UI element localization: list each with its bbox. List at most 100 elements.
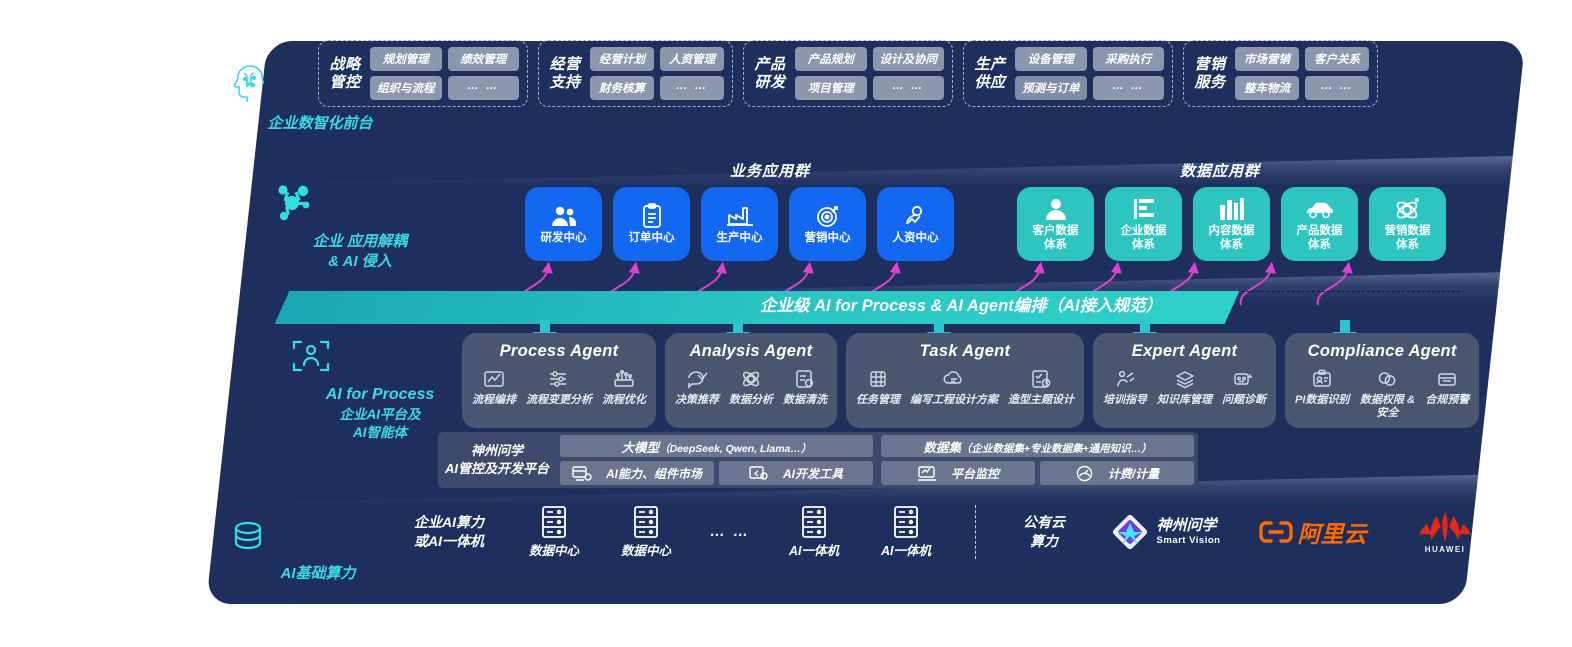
infra-node-allinone-2[interactable]: AI一体机: [860, 505, 952, 559]
platform-cell-monitor[interactable]: 平台监控: [881, 461, 1035, 485]
data-card-enterprise[interactable]: 企业数据 体系: [1105, 187, 1182, 261]
agent-feature[interactable]: 造型主题设计: [1008, 368, 1074, 407]
agent-feature[interactable]: PI数据识别: [1295, 368, 1349, 420]
infra-node-datacenter-1[interactable]: 数据中心: [508, 505, 600, 559]
person-chart-icon: [902, 203, 930, 229]
agent-feature[interactable]: 知识库管理: [1157, 368, 1212, 407]
domain-chip-more[interactable]: … …: [660, 76, 724, 100]
app-card-label: 人资中心: [892, 231, 939, 244]
agent-feature-label: 流程优化: [602, 394, 646, 406]
domain-chip[interactable]: 采购执行: [1092, 47, 1164, 71]
data-group-title: 数据应用群: [1180, 163, 1261, 180]
infra-logo-aliyun[interactable]: 阿里云: [1240, 515, 1385, 549]
agent-feature[interactable]: 编写工程设计方案: [910, 368, 998, 407]
domain-chip[interactable]: 设备管理: [1015, 47, 1087, 71]
rail-label: 企业数智化前台: [267, 115, 373, 132]
agent-card-compliance[interactable]: Compliance Agent PI数据识别 数据权限 & 安全 合规预警: [1285, 333, 1480, 429]
domain-group[interactable]: 营销 服务 市场营销 客户关系 整车物流 … …: [1183, 40, 1378, 107]
target-icon: [815, 203, 841, 229]
dataset-bar-note: （企业数据集+专业数据集+通用知识…）: [960, 442, 1152, 455]
domain-group[interactable]: 战略 管控 规划管理 绩效管理 组织与流程 … …: [318, 40, 528, 107]
app-card-order[interactable]: 订单中心: [613, 187, 690, 261]
rail-label-line2: & AI 侵入: [328, 253, 392, 271]
infra-label-line1: 企业AI算力: [414, 513, 484, 530]
agent-feature-label: 任务管理: [856, 394, 900, 406]
domain-chip-more[interactable]: … …: [1305, 76, 1369, 100]
monitor-icon: [917, 465, 937, 482]
domain-chip[interactable]: 项目管理: [795, 76, 867, 100]
agent-feature-label: 流程编排: [472, 394, 516, 406]
data-app-cards: 客户数据 体系 企业数据 体系 内容数据 体系 产品数据 体系 营销数据 体系: [1017, 187, 1446, 261]
orchestration-banner-text: 企业级 AI for Process & AI Agent编排（AI接入规范）: [760, 297, 1163, 315]
domain-chip-more[interactable]: … …: [872, 76, 944, 100]
models-bar[interactable]: 大模型（DeepSeek, Qwen, Llama…）: [560, 435, 873, 457]
data-card-marketing[interactable]: 营销数据 体系: [1369, 187, 1446, 261]
agent-feature-label: 知识库管理: [1157, 394, 1212, 406]
app-card-production[interactable]: 生产中心: [701, 187, 778, 261]
domain-chip[interactable]: 预测与订单: [1015, 76, 1087, 100]
domain-chip-more[interactable]: … …: [447, 76, 519, 100]
optimize-icon: [613, 368, 635, 390]
agent-feature[interactable]: 问题诊断: [1222, 368, 1266, 407]
agent-feature[interactable]: 决策推荐: [675, 368, 719, 407]
dataset-bar[interactable]: 数据集（企业数据集+专业数据集+通用知识…）: [881, 435, 1194, 457]
agent-card-process[interactable]: Process Agent 流程编排 流程变更分析 流程优化: [462, 333, 656, 429]
infra-logo-huawei[interactable]: HUAWEI: [1385, 510, 1505, 554]
agent-feature-label: 培训指导: [1103, 394, 1147, 406]
platform-cell-billing[interactable]: 计费/计量: [1040, 461, 1194, 485]
infra-public-cloud: 公有云 算力: [998, 513, 1090, 552]
domain-chip[interactable]: 绩效管理: [447, 47, 519, 71]
factory-icon: [726, 203, 754, 229]
app-card-hr[interactable]: 人资中心: [877, 187, 954, 261]
platform-cell-market[interactable]: AI能力、组件市场: [560, 461, 714, 485]
agent-feature-label: 问题诊断: [1222, 394, 1266, 406]
rail-compute: AI基础算力: [228, 518, 408, 584]
agent-feature[interactable]: 合规预警: [1425, 368, 1469, 420]
agent-feature[interactable]: 数据清洗: [783, 368, 827, 407]
domain-chip[interactable]: 市场营销: [1235, 47, 1299, 71]
platform-cell-label: AI开发工具: [782, 466, 843, 481]
app-card-marketing[interactable]: 营销中心: [789, 187, 866, 261]
infra-node-allinone-1[interactable]: AI一体机: [768, 505, 860, 559]
platform-cell-label: 平台监控: [950, 466, 999, 481]
data-card-customer[interactable]: 客户数据 体系: [1017, 187, 1094, 261]
domain-chip[interactable]: 产品规划: [795, 47, 867, 71]
agent-feature[interactable]: 流程编排: [472, 368, 516, 407]
agent-feature[interactable]: 培训指导: [1103, 368, 1147, 407]
dev-tool-icon: [749, 465, 769, 482]
data-card-label: 内容数据 体系: [1208, 225, 1255, 251]
agent-card-expert[interactable]: Expert Agent 培训指导 知识库管理 问题诊断: [1093, 333, 1276, 429]
infra-logo-shenzhou[interactable]: 神州问学 Smart Vision: [1090, 512, 1240, 552]
agent-title: Compliance Agent: [1307, 342, 1457, 360]
agent-feature[interactable]: 任务管理: [856, 368, 900, 407]
domain-chip[interactable]: 规划管理: [370, 47, 442, 71]
atom-analysis-icon: [740, 368, 762, 390]
infra-node-datacenter-2[interactable]: 数据中心: [600, 505, 692, 559]
domain-chip-more[interactable]: … …: [1092, 76, 1164, 100]
platform-cell-devtool[interactable]: AI开发工具: [719, 461, 873, 485]
domain-chip[interactable]: 设计及协同: [872, 47, 944, 71]
domain-chip[interactable]: 经营计划: [590, 47, 654, 71]
domain-group[interactable]: 生产 供应 设备管理 采购执行 预测与订单 … …: [963, 40, 1173, 107]
agent-card-analysis[interactable]: Analysis Agent 决策推荐 数据分析 数据清洗: [665, 333, 837, 429]
data-card-product[interactable]: 产品数据 体系: [1281, 187, 1358, 261]
domain-chip[interactable]: 财务核算: [590, 76, 654, 100]
data-card-content[interactable]: 内容数据 体系: [1193, 187, 1270, 261]
rail-front-office: 企业数智化前台: [230, 62, 410, 134]
agent-feature[interactable]: 流程变更分析: [526, 368, 592, 407]
app-card-label: 生产中心: [716, 231, 763, 244]
data-card-label: 企业数据 体系: [1120, 225, 1167, 251]
agent-card-task[interactable]: Task Agent 任务管理 编写工程设计方案 造型主题设计: [846, 333, 1084, 429]
domain-chip[interactable]: 人资管理: [660, 47, 724, 71]
domain-chip[interactable]: 整车物流: [1235, 76, 1299, 100]
domain-group[interactable]: 经营 支持 经营计划 人资管理 财务核算 … …: [538, 40, 733, 107]
domain-chip[interactable]: 组织与流程: [370, 76, 442, 100]
app-card-rd[interactable]: 研发中心: [525, 187, 602, 261]
agent-feature[interactable]: 数据权限 & 安全: [1359, 368, 1415, 420]
domain-groups: 战略 管控 规划管理 绩效管理 组织与流程 … … 经营 支持 经营计划 人资管理 …: [318, 40, 1378, 107]
agent-title: Expert Agent: [1131, 342, 1238, 360]
domain-group[interactable]: 产品 研发 产品规划 设计及协同 项目管理 … …: [743, 40, 953, 107]
domain-chip[interactable]: 客户关系: [1305, 47, 1369, 71]
agent-feature[interactable]: 流程优化: [602, 368, 646, 407]
agent-feature[interactable]: 数据分析: [729, 368, 773, 407]
